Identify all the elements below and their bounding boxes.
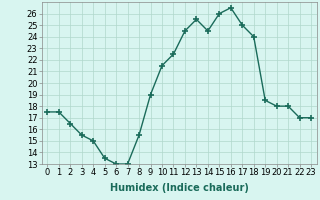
X-axis label: Humidex (Indice chaleur): Humidex (Indice chaleur) [110, 183, 249, 193]
